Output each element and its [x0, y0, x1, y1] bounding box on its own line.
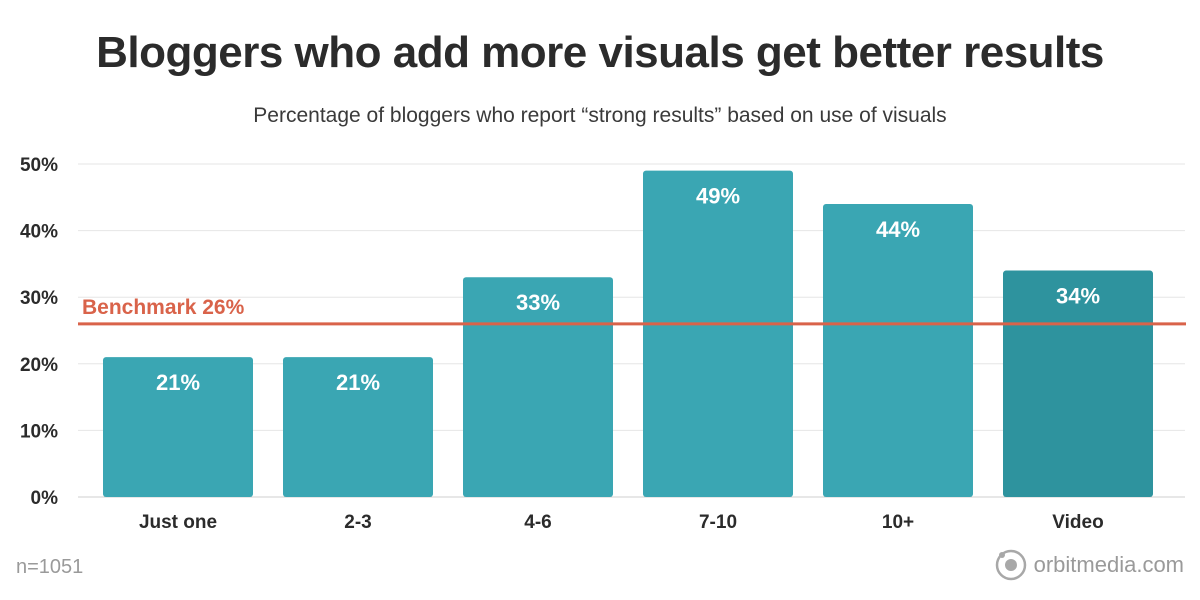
- x-tick-label: 10+: [882, 512, 914, 533]
- bar: [1003, 270, 1153, 497]
- x-tick-label: Just one: [139, 512, 217, 533]
- x-tick-label: 7-10: [699, 512, 737, 533]
- x-tick-label: 4-6: [524, 512, 551, 533]
- data-label: 44%: [876, 217, 920, 242]
- sample-size-note: n=1051: [16, 556, 84, 578]
- x-tick-label: Video: [1052, 512, 1103, 533]
- y-tick-label: 20%: [20, 355, 58, 376]
- bar: [103, 357, 253, 497]
- bar: [823, 203, 973, 497]
- data-label: 34%: [1056, 284, 1100, 309]
- benchmark-label: Benchmark 26%: [82, 296, 245, 319]
- chart-title: Bloggers who add more visuals get better…: [96, 28, 1104, 77]
- bar: [643, 170, 793, 497]
- y-tick-label: 40%: [20, 222, 58, 243]
- chart-subtitle: Percentage of bloggers who report “stron…: [253, 104, 947, 127]
- y-tick-label: 50%: [20, 155, 58, 176]
- data-label: 21%: [156, 370, 200, 395]
- y-tick-label: 10%: [20, 421, 58, 442]
- y-tick-label: 0%: [31, 488, 59, 509]
- x-tick-label: 2-3: [344, 512, 371, 533]
- bar: [283, 357, 433, 497]
- y-tick-label: 30%: [20, 288, 58, 309]
- bar: [463, 277, 613, 497]
- data-label: 33%: [516, 290, 560, 315]
- data-label: 49%: [696, 184, 740, 209]
- brand-logo: orbitmedia.com: [994, 548, 1184, 582]
- data-label: 21%: [336, 370, 380, 395]
- brand-name: orbitmedia.com: [1033, 552, 1184, 577]
- orbit-logo-icon: [995, 549, 1026, 581]
